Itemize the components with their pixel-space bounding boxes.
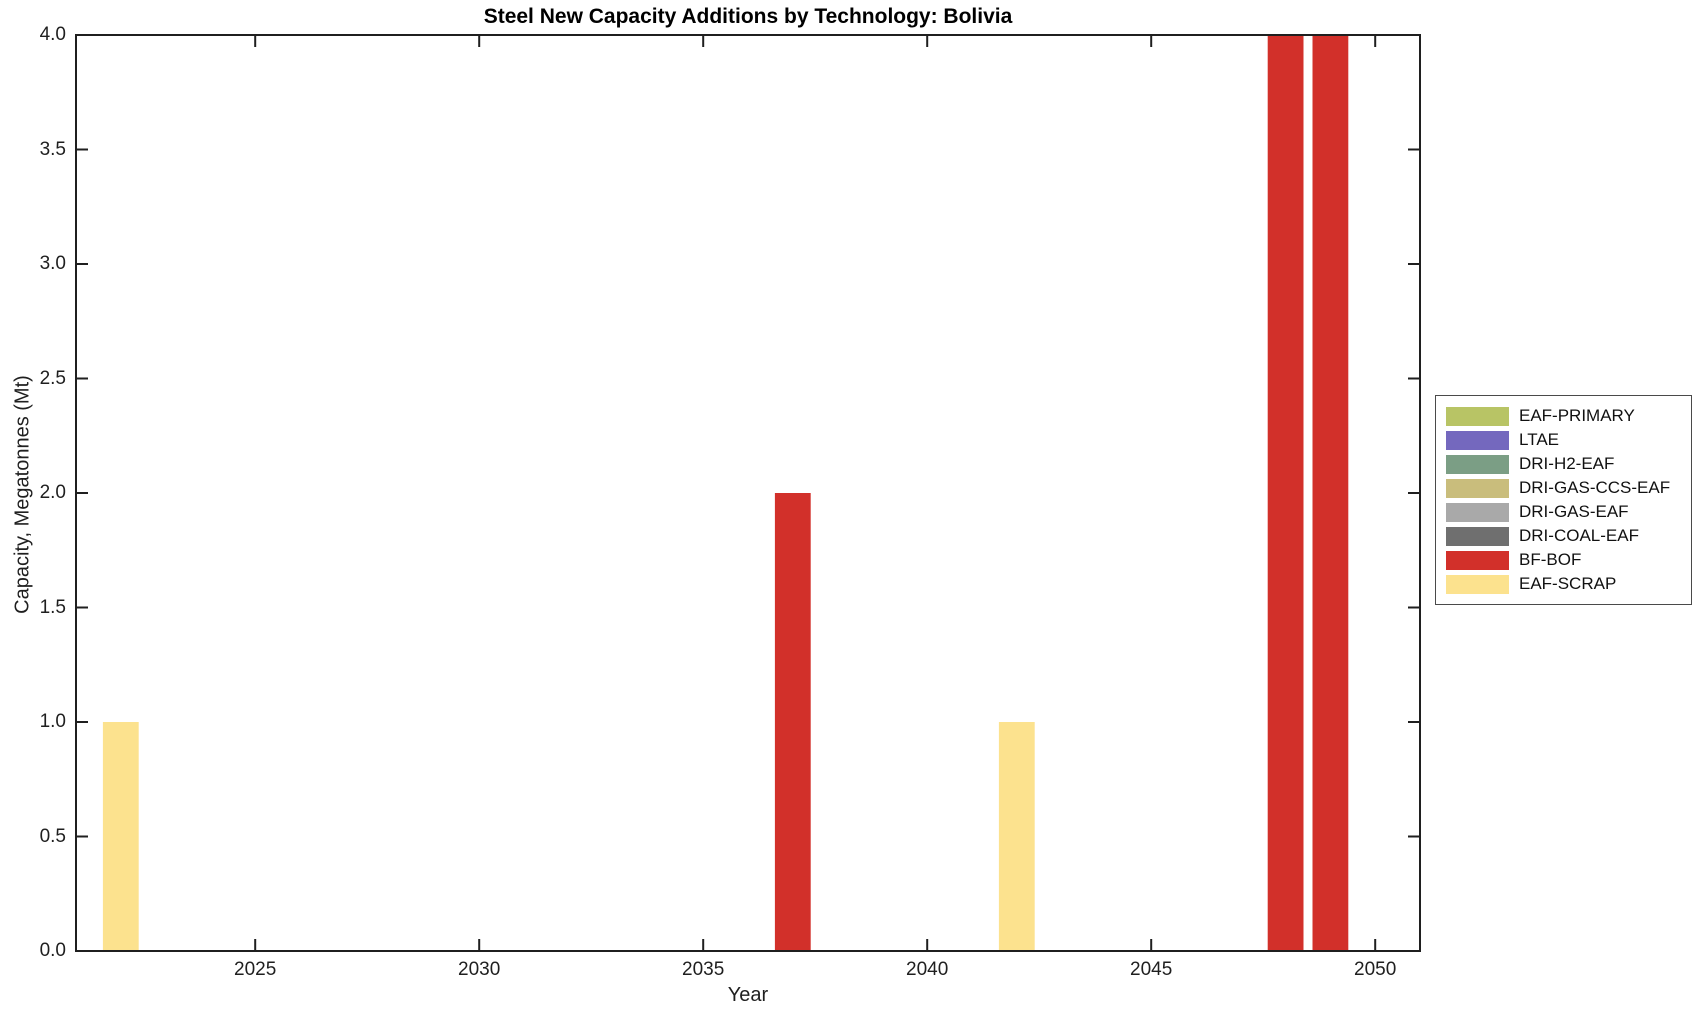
- legend-label: DRI-GAS-EAF: [1519, 502, 1629, 521]
- legend-item-bf-bof: BF-BOF: [1446, 548, 1691, 572]
- y-tick-label-0.5: 0.5: [39, 825, 66, 847]
- legend-label: LTAE: [1519, 430, 1559, 449]
- legend: EAF-PRIMARY LTAE DRI-H2-EAF DRI-GAS-CCS-EAF…: [1435, 395, 1692, 605]
- legend-label: EAF-SCRAP: [1519, 574, 1617, 593]
- legend-label: DRI-COAL-EAF: [1519, 526, 1639, 545]
- y-tick-label-1.5: 1.5: [39, 596, 66, 618]
- y-tick-label-2.0: 2.0: [39, 482, 66, 503]
- legend-item-ltae: LTAE: [1446, 428, 1691, 452]
- legend-item-dri-coal-eaf: DRI-COAL-EAF: [1446, 524, 1691, 548]
- legend-item-dri-gas-ccs-eaf: DRI-GAS-CCS-EAF: [1446, 476, 1691, 500]
- chart-title: Steel New Capacity Additions by Technolo…: [483, 5, 1013, 28]
- x-tick-label-2040: 2040: [906, 959, 949, 980]
- bar-bf-bof-2049: [1312, 35, 1349, 951]
- legend-item-eaf-primary: EAF-PRIMARY: [1446, 404, 1691, 428]
- y-tick-label-3.0: 3.0: [39, 253, 66, 274]
- legend-swatch-icon: [1446, 478, 1509, 498]
- legend-swatch-icon: [1446, 550, 1509, 570]
- legend-swatch-icon: [1446, 574, 1509, 594]
- y-tick-label-3.5: 3.5: [39, 138, 66, 160]
- x-axis-label: Year: [727, 984, 769, 1006]
- x-tick-label-2030: 2030: [458, 959, 501, 980]
- bar-eaf-scrap-2042: [998, 722, 1035, 951]
- legend-swatch-icon: [1446, 526, 1509, 546]
- y-tick-label-0.0: 0.0: [39, 940, 66, 961]
- bar-eaf-scrap-2022: [102, 722, 139, 951]
- legend-swatch-icon: [1446, 502, 1509, 522]
- y-tick-label-1.0: 1.0: [39, 711, 66, 732]
- legend-item-dri-h2-eaf: DRI-H2-EAF: [1446, 452, 1691, 476]
- legend-label: BF-BOF: [1519, 550, 1582, 569]
- legend-item-eaf-scrap: EAF-SCRAP: [1446, 572, 1691, 596]
- x-tick-label-2035: 2035: [682, 959, 725, 980]
- axes-box: [75, 34, 1421, 952]
- bar-bf-bof-2048: [1267, 35, 1304, 951]
- legend-swatch-icon: [1446, 406, 1509, 426]
- bar-bf-bof-2037: [774, 493, 811, 951]
- legend-item-dri-gas-eaf: DRI-GAS-EAF: [1446, 500, 1691, 524]
- legend-swatch-icon: [1446, 430, 1509, 450]
- y-tick-label-4.0: 4.0: [39, 24, 66, 45]
- x-tick-label-2050: 2050: [1354, 959, 1397, 980]
- y-tick-label-2.5: 2.5: [39, 367, 66, 389]
- legend-swatch-icon: [1446, 454, 1509, 474]
- legend-label: DRI-GAS-CCS-EAF: [1519, 478, 1671, 497]
- x-tick-label-2045: 2045: [1130, 959, 1173, 980]
- legend-label: DRI-H2-EAF: [1519, 454, 1615, 473]
- x-tick-label-2025: 2025: [234, 959, 277, 980]
- legend-label: EAF-PRIMARY: [1519, 406, 1635, 425]
